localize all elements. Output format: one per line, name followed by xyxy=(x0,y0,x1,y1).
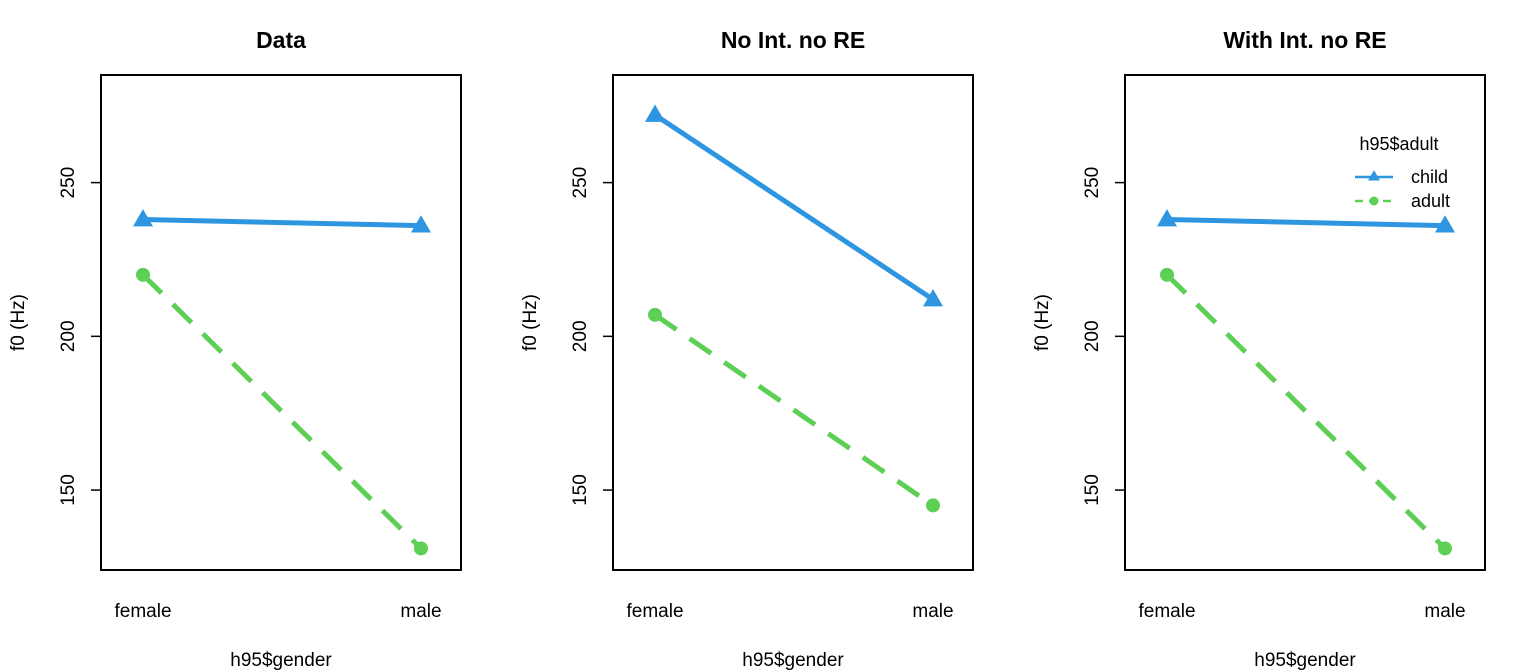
data-point-adult xyxy=(1160,267,1174,282)
x-category-label: female xyxy=(1138,601,1195,622)
series-line-child xyxy=(142,217,422,229)
data-point-adult xyxy=(136,267,150,282)
plot-frame xyxy=(1124,74,1486,571)
y-axis-label: f0 (Hz) xyxy=(1032,294,1053,351)
x-axis-label: h95$gender xyxy=(1254,650,1356,671)
series-adult xyxy=(1160,267,1452,556)
y-tick-label: 200 xyxy=(1082,320,1103,352)
x-category-label: female xyxy=(626,601,683,622)
data-point-child xyxy=(1157,209,1177,227)
legend-marker-child xyxy=(1368,170,1380,181)
x-category-label: male xyxy=(400,601,441,622)
series-line-adult xyxy=(1165,273,1447,551)
data-point-child xyxy=(133,209,153,227)
legend-label-child: child xyxy=(1411,167,1448,187)
x-category-label: female xyxy=(114,601,171,622)
data-point-adult xyxy=(926,498,940,513)
legend-label-adult: adult xyxy=(1411,191,1450,211)
plot-frame xyxy=(100,74,462,571)
panel-title: No Int. no RE xyxy=(721,27,865,53)
panel-3: With Int. no RE 150 200 250 f0 (Hz) female mal… xyxy=(1032,27,1486,671)
data-point-adult xyxy=(1438,541,1452,556)
panel-1: Data 150 200 250 f0 (Hz) female male h95$gender xyxy=(8,27,462,671)
series-line-adult xyxy=(653,312,935,508)
y-tick-label: 150 xyxy=(58,474,79,506)
data-point-child xyxy=(645,104,665,122)
x-category-label: male xyxy=(912,601,953,622)
y-tick-label: 250 xyxy=(58,167,79,199)
data-point-adult xyxy=(414,541,428,556)
data-point-child xyxy=(923,289,943,307)
legend-title: h95$adult xyxy=(1359,134,1438,154)
x-category-label: male xyxy=(1424,601,1465,622)
series-adult xyxy=(648,307,940,513)
series-child xyxy=(133,209,431,233)
legend: h95$adult child adult xyxy=(1355,134,1450,211)
y-axis-label: f0 (Hz) xyxy=(520,294,541,351)
y-tick-label: 200 xyxy=(570,320,591,352)
series-adult xyxy=(136,267,428,556)
y-axis-label: f0 (Hz) xyxy=(8,294,29,351)
series-line-child xyxy=(653,112,935,302)
panel-2: No Int. no RE 150 200 250 f0 (Hz) female male h… xyxy=(520,27,974,671)
data-point-child xyxy=(1435,215,1455,233)
panel-title: With Int. no RE xyxy=(1223,27,1386,53)
data-point-adult xyxy=(648,307,662,322)
data-point-child xyxy=(411,215,431,233)
y-tick-label: 250 xyxy=(1082,167,1103,199)
series-child xyxy=(645,104,943,307)
panel-title: Data xyxy=(256,27,306,53)
series-line-child xyxy=(1166,217,1446,229)
legend-marker-adult xyxy=(1369,196,1379,206)
y-tick-label: 200 xyxy=(58,320,79,352)
x-axis-label: h95$gender xyxy=(742,650,844,671)
series-line-adult xyxy=(141,273,423,551)
y-tick-label: 150 xyxy=(570,474,591,506)
series-child xyxy=(1157,209,1455,233)
y-tick-label: 150 xyxy=(1082,474,1103,506)
y-tick-label: 250 xyxy=(570,167,591,199)
x-axis-label: h95$gender xyxy=(230,650,332,671)
plot-frame xyxy=(612,74,974,571)
